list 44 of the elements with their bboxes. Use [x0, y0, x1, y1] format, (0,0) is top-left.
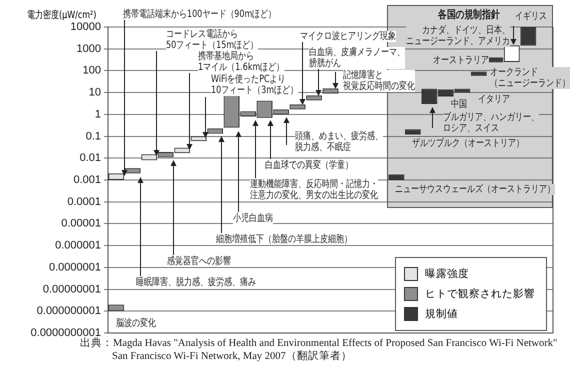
- y-tick-label: 0.000001: [55, 240, 101, 252]
- legend-label: 曝露強度: [425, 267, 469, 281]
- annotation: 記憶障害と視覚反応時間の変化: [343, 70, 415, 92]
- y-tick-label: 10000: [70, 21, 101, 34]
- annotation: WiFiを使ったPCより 10フィート（3mほど）: [211, 74, 298, 96]
- text: イギリス: [515, 11, 547, 22]
- annotation: ブルガリア、ハンガリー、ロシア、スイス: [443, 112, 539, 134]
- annotation: 脳波の変化: [116, 318, 156, 329]
- annotation: イタリア: [478, 94, 510, 105]
- annotation: 運動機能障害、反応時間・記憶力・注意力の変化、男女の出生比の変化: [250, 179, 378, 201]
- y-tick-label: 0.1: [86, 130, 101, 142]
- annotation: 睡眠障害、脱力感、疲労感、痛み: [136, 277, 256, 288]
- y-tick-label: 1: [94, 108, 101, 120]
- annotation: 小児白血病: [233, 213, 273, 224]
- annotation: 白血球での異変（学童）: [265, 160, 353, 171]
- legend-label: ヒトで観察された影響: [425, 287, 535, 301]
- y-tick-label: 100: [82, 64, 101, 77]
- legend-label: 規制値: [425, 307, 458, 321]
- annotation: 頭痛、めまい、疲労感、脱力感、不眠症: [295, 131, 383, 153]
- y-tick-label: 0.01: [80, 152, 101, 164]
- annotation: 感覚器官への影響: [167, 256, 231, 267]
- annotation: 白血病、皮膚メラノーマ、膀胱がん: [309, 47, 405, 69]
- y-axis-title: 電力密度(μW/cm²): [27, 8, 96, 22]
- annotation: カナダ、ドイツ、日本、ニュージーランド、アメリカ: [406, 25, 510, 47]
- y-tick-label: 0.00000001: [42, 283, 101, 296]
- annotation: コードレス電話から 50フィート（15mほど）: [166, 29, 258, 51]
- y-tick-label: 1000: [76, 42, 101, 55]
- text: 携帯電話端末から100ヤード（90mほど）: [123, 9, 276, 20]
- y-tick-label: 10: [88, 86, 101, 99]
- annotation: オークランド（ニュージーランド）: [490, 67, 570, 89]
- y-tick-label: 0.001: [73, 174, 101, 186]
- annotation: 携帯基地局から 1マイル（1.6kmほど）: [198, 51, 284, 73]
- annotation: オーストラリア: [433, 55, 489, 66]
- y-tick-label: 0.0001: [67, 196, 101, 208]
- annotation: マイクロ波ヒアリング現象: [300, 31, 396, 42]
- y-tick-label: 0.00001: [61, 218, 101, 230]
- annotation: 細胞増殖低下（胎盤の羊膜上皮細胞）: [216, 234, 352, 245]
- text: 各国の規制指針: [438, 8, 500, 21]
- annotation: ザルツブルク（オーストリア）: [412, 138, 524, 149]
- source-note: 出典：Magda Havas "Analysis of Health and Environmental Effects of Proposed San Francisco Wi-Fi Network" San Francisco Wi-Fi Network, May 2007（翻訳筆者）: [80, 337, 558, 363]
- y-tick-label: 0.000000001: [36, 305, 101, 318]
- annotation: ニューサウスウェールズ（オーストラリア）: [395, 184, 555, 195]
- y-tick-label: 0.0000001: [49, 261, 101, 274]
- annotation: 中国: [451, 99, 467, 110]
